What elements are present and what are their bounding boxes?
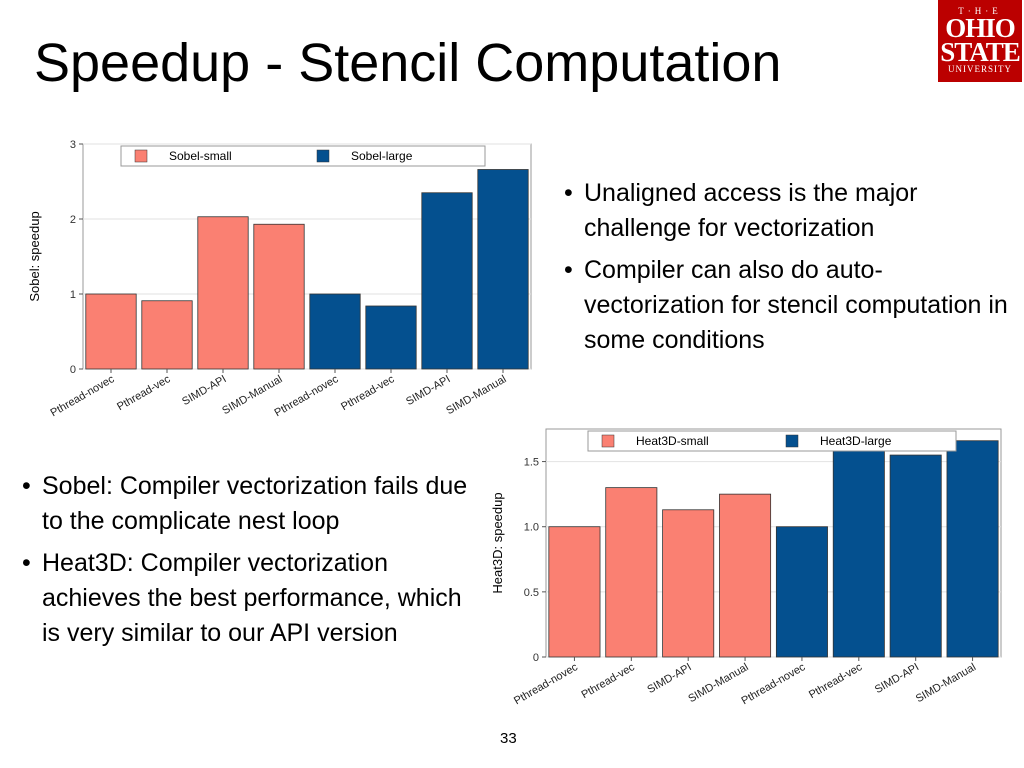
x-tick-label: Pthread-vec xyxy=(579,661,637,701)
ohio-state-logo: T·H·E OHIO STATE UNIVERSITY xyxy=(938,0,1022,82)
x-tick-label: SIMD-API xyxy=(645,661,693,696)
x-tick-label: Pthread-novec xyxy=(273,373,341,419)
bullet-item: Heat3D: Compiler vectorization achieves … xyxy=(20,546,475,651)
x-tick-label: Pthread-vec xyxy=(807,661,865,701)
x-tick-label: Pthread-vec xyxy=(339,373,397,413)
bar-heat3d-small xyxy=(605,487,658,658)
bar-sobel-small xyxy=(141,300,193,370)
bar-sobel-small xyxy=(85,293,137,370)
bullet-item: Unaligned access is the major challenge … xyxy=(562,176,1012,246)
logo-line-3: STATE xyxy=(940,37,1021,67)
right-bullet-list: Unaligned access is the major challenge … xyxy=(562,176,1012,365)
bar-heat3d-small xyxy=(548,526,601,658)
left-bullet-list: Sobel: Compiler vectorization fails due … xyxy=(20,469,475,658)
legend-box xyxy=(120,145,486,167)
bar-heat3d-large xyxy=(946,440,999,658)
legend-swatch xyxy=(601,434,615,448)
slide-title: Speedup - Stencil Computation xyxy=(34,33,782,93)
bar-heat3d-small xyxy=(719,493,772,658)
bullet-item: Compiler can also do auto-vectorization … xyxy=(562,253,1012,358)
bar-heat3d-large xyxy=(775,526,828,658)
bar-sobel-small xyxy=(197,216,249,370)
y-tick-label: 1.5 xyxy=(524,457,539,469)
bar-sobel-small xyxy=(253,223,305,370)
x-tick-label: SIMD-API xyxy=(180,373,228,408)
legend-swatch xyxy=(785,434,799,448)
logo-line-2: OHIO xyxy=(945,13,1016,43)
x-tick-label: SIMD-API xyxy=(404,373,452,408)
legend-label: Sobel-small xyxy=(169,149,232,163)
x-tick-label: SIMD-API xyxy=(873,661,921,696)
logo-line-4: UNIVERSITY xyxy=(948,64,1012,74)
heat3d-speedup-chart: 0 0.5 1.0 1.5 Heat3D: speedup Pthread-novec Pt… xyxy=(488,425,1013,725)
y-tick-label: 0.5 xyxy=(524,587,539,599)
bar-sobel-large xyxy=(421,192,473,370)
bar-heat3d-large xyxy=(832,435,885,658)
legend-swatch xyxy=(316,149,330,163)
logo-line-1: T·H·E xyxy=(958,6,1002,16)
y-tick-label: 0 xyxy=(70,364,76,376)
legend-label: Heat3D-large xyxy=(820,434,892,448)
sobel-speedup-chart: 0 1 2 3 Sobel: speedup Pthread-novec Pthread-v… xyxy=(25,132,535,442)
y-axis-label: Heat3D: speedup xyxy=(490,492,505,593)
bar-sobel-large xyxy=(477,169,529,370)
x-tick-label: SIMD-Manual xyxy=(914,661,978,705)
bullet-item: Sobel: Compiler vectorization fails due … xyxy=(20,469,475,539)
bar-heat3d-large xyxy=(889,454,942,658)
y-tick-label: 1 xyxy=(70,289,76,301)
bar-sobel-large xyxy=(309,293,361,370)
legend-label: Sobel-large xyxy=(351,149,413,163)
x-tick-label: Pthread-vec xyxy=(115,373,173,413)
x-tick-label: Pthread-novec xyxy=(512,661,580,707)
y-tick-label: 3 xyxy=(70,139,76,151)
x-tick-label: SIMD-Manual xyxy=(444,373,508,417)
legend-swatch xyxy=(134,149,148,163)
bar-sobel-large xyxy=(365,305,417,370)
y-tick-label: 2 xyxy=(70,214,76,226)
page-number: 33 xyxy=(500,730,517,747)
x-tick-label: Pthread-novec xyxy=(739,661,807,707)
y-axis-label: Sobel: speedup xyxy=(27,211,42,301)
bar-heat3d-small xyxy=(662,509,715,658)
y-tick-label: 1.0 xyxy=(524,522,539,534)
x-tick-label: Pthread-novec xyxy=(49,373,117,419)
legend-box xyxy=(587,430,957,452)
y-tick-label: 0 xyxy=(533,652,539,664)
legend-label: Heat3D-small xyxy=(636,434,709,448)
